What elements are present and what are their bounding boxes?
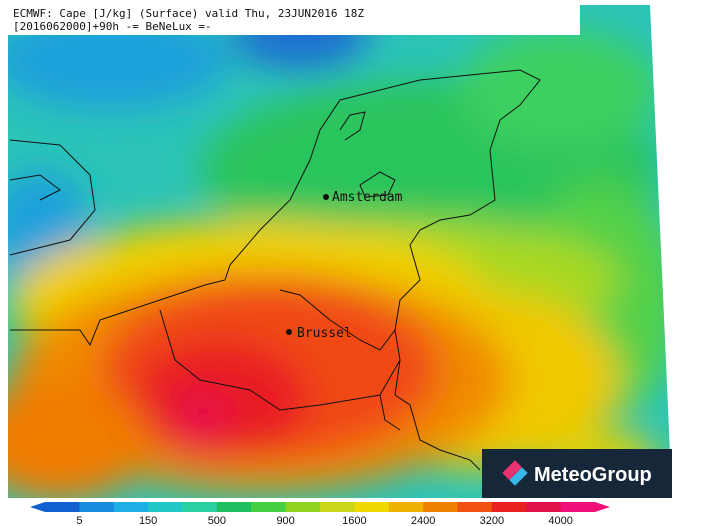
scale-swatch (45, 502, 80, 512)
scale-arrow (30, 502, 45, 512)
scale-swatch (251, 502, 287, 512)
scale-swatch (320, 502, 355, 512)
scale-swatch (491, 502, 527, 512)
logo-text: MeteoGroup (534, 464, 652, 486)
scale-swatch (457, 502, 493, 512)
scale-label: 150 (139, 515, 157, 526)
scale-label: 5 (76, 515, 82, 526)
scale-swatch (79, 502, 115, 512)
scale-swatch (285, 502, 321, 512)
header-line: [2016062000]+90h -= BeNeLux =- (13, 20, 212, 33)
scale-swatch (354, 502, 390, 512)
header-line: ECMWF: Cape [J/kg] (Surface) valid Thu, … (13, 7, 364, 20)
logo-icon (502, 460, 528, 486)
scale-swatch (388, 502, 424, 512)
scale-label: 500 (208, 515, 226, 526)
city-dot (323, 194, 329, 200)
scale-label: 2400 (411, 515, 435, 526)
city-dot (286, 329, 292, 335)
scale-swatch (148, 502, 183, 512)
scale-swatch (560, 502, 596, 512)
scale-swatch (113, 502, 149, 512)
header-box (8, 5, 580, 35)
scale-label: 3200 (480, 515, 504, 526)
scale-swatch (526, 502, 562, 512)
scale-swatch (423, 502, 458, 512)
scale-arrow (595, 502, 610, 512)
scale-label: 4000 (548, 515, 572, 526)
scale-label: 900 (276, 515, 294, 526)
cape-field (8, 5, 672, 498)
scale-swatch (182, 502, 218, 512)
scale-swatch (216, 502, 252, 512)
scale-label: 1600 (342, 515, 366, 526)
color-scale: 5 150 500 900 1600 2400 3200 4000 (30, 502, 610, 526)
city-label: Brussel (297, 326, 352, 341)
city-label: Amsterdam (332, 190, 403, 205)
